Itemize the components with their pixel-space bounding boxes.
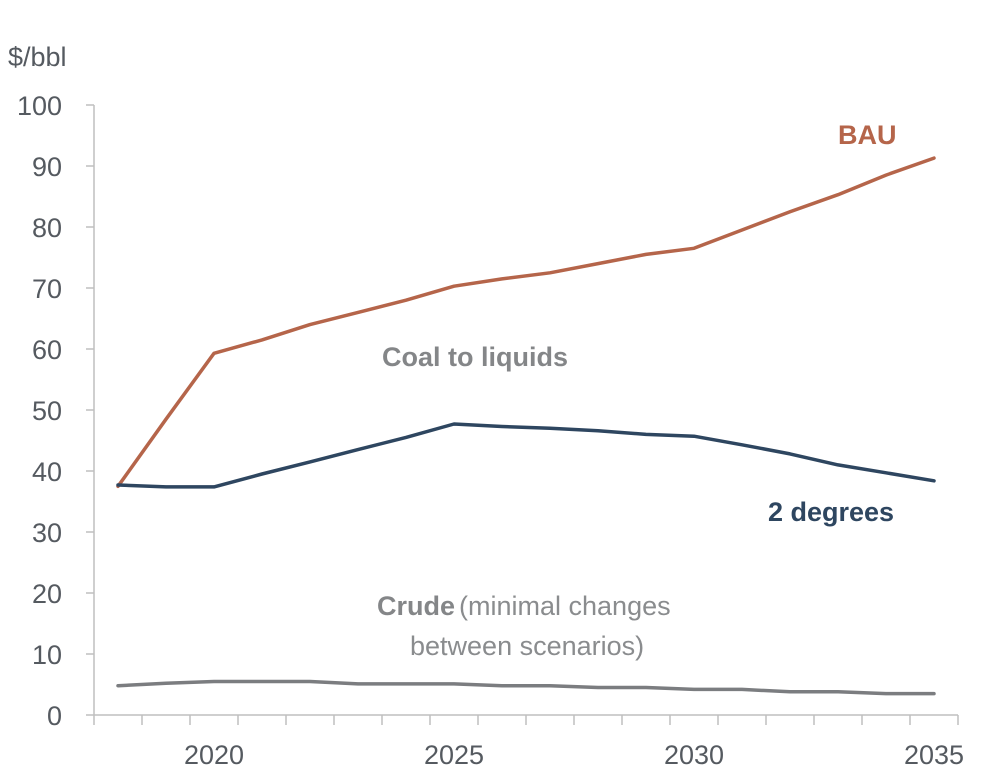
- y-tick-label: 40: [32, 457, 62, 487]
- x-tick-label: 2035: [904, 740, 964, 770]
- y-tick-label: 90: [32, 152, 62, 182]
- crude-label-line1: Crude (minimal changes: [377, 591, 671, 621]
- crude-note-part1: (minimal changes: [459, 591, 671, 621]
- crude-note-line2: between scenarios): [410, 631, 644, 661]
- series-line-2-degrees: [116, 422, 936, 489]
- y-tick-label: 100: [17, 91, 62, 121]
- x-tick-label: 2025: [424, 740, 484, 770]
- series-lines: [116, 156, 936, 696]
- y-tick-label: 0: [47, 701, 62, 731]
- axes: [86, 104, 959, 725]
- x-tick-label: 2020: [184, 740, 244, 770]
- y-unit-label: $/bbl: [8, 42, 67, 72]
- crude-label: Crude: [377, 591, 455, 621]
- x-tick-label: 2030: [664, 740, 724, 770]
- y-tick-label: 80: [32, 213, 62, 243]
- y-tick-label: 50: [32, 396, 62, 426]
- y-tick-label: 20: [32, 579, 62, 609]
- y-tick-label: 10: [32, 640, 62, 670]
- y-tick-label: 30: [32, 518, 62, 548]
- bau-label: BAU: [838, 120, 897, 150]
- series-line-crude: [116, 679, 936, 696]
- two-degrees-label: 2 degrees: [768, 497, 894, 527]
- y-tick-label: 70: [32, 274, 62, 304]
- y-tick-label: 60: [32, 335, 62, 365]
- series-line-bau: [116, 156, 936, 489]
- coal-to-liquids-label: Coal to liquids: [382, 342, 568, 372]
